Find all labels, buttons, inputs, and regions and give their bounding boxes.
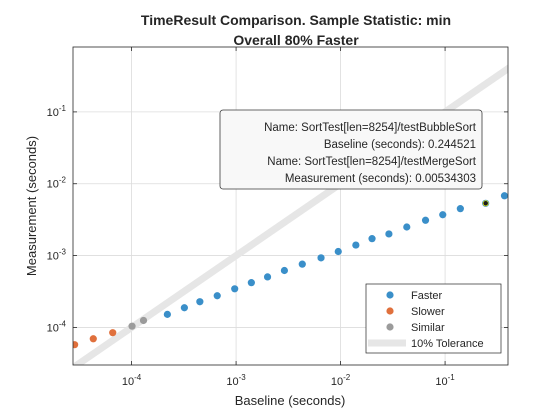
x-tick-label: 10-1 [435, 373, 455, 388]
data-tip-line-4: Measurement (seconds): 0.00534303 [285, 173, 476, 185]
data-tip-line-3: Name: SortTest[len=8254]/testMergeSort [267, 156, 477, 168]
faster-point [163, 310, 171, 318]
chart-subtitle: Overall 80% Faster [233, 32, 359, 48]
faster-point [213, 292, 221, 300]
x-tick-label: 10-4 [122, 373, 142, 388]
x-axis-label: Baseline (seconds) [235, 393, 346, 408]
faster-point [180, 304, 188, 312]
data-tip-line-2: Baseline (seconds): 0.244521 [324, 139, 476, 151]
faster-point [280, 266, 289, 275]
legend-items: Faster Slower Similar 10% Tolerance [368, 290, 484, 350]
slower-point [109, 329, 117, 337]
y-tick-label: 10-4 [47, 319, 67, 334]
legend-marker-faster [386, 291, 394, 299]
faster-point [231, 285, 239, 293]
axis-ticks: 10-4 10-3 10-2 10-1 10-4 10-3 10-2 10-1 [47, 47, 508, 388]
data-tip-line-1: Name: SortTest[len=8254]/testBubbleSort [264, 122, 477, 134]
y-tick-label: 10-1 [47, 104, 67, 119]
legend-label-similar: Similar [411, 322, 445, 334]
faster-point [247, 279, 255, 287]
faster-point [334, 247, 342, 256]
chart-title: TimeResult Comparison. Sample Statistic:… [141, 12, 451, 28]
faster-point [352, 241, 360, 249]
slower-point [89, 335, 97, 343]
data-points-layer [73, 192, 508, 349]
y-tick-label: 10-3 [47, 248, 67, 263]
data-tip: Name: SortTest[len=8254]/testBubbleSort … [219, 109, 483, 190]
faster-point [263, 273, 272, 281]
faster-point [500, 192, 508, 200]
legend-label-10-tolerance: 10% Tolerance [411, 338, 484, 350]
legend-marker-slower [386, 307, 394, 315]
similar-point [128, 322, 136, 330]
faster-point [298, 260, 306, 268]
legend: Faster Slower Similar 10% Tolerance [365, 283, 502, 354]
faster-point [196, 298, 204, 306]
legend-label-slower: Slower [411, 306, 445, 318]
x-tick-label: 10-3 [226, 373, 246, 388]
tolerance-band-layer [73, 64, 508, 365]
faster-point [439, 211, 447, 219]
data-tip-box [219, 109, 483, 190]
y-axis-label: Measurement (seconds) [24, 136, 39, 276]
faster-point [368, 235, 376, 243]
slower-point [73, 341, 79, 349]
legend-marker-similar [386, 323, 394, 331]
highlighted-point [482, 200, 489, 207]
faster-point [317, 254, 325, 262]
similar-point [139, 316, 148, 325]
tolerance-band [73, 64, 508, 365]
y-tick-label: 10-2 [47, 176, 67, 191]
faster-point [421, 216, 430, 224]
faster-point [456, 205, 464, 213]
faster-point [403, 223, 411, 231]
faster-point [385, 230, 393, 238]
legend-label-faster: Faster [411, 290, 443, 302]
axes-box [72, 46, 509, 366]
x-tick-label: 10-2 [331, 373, 351, 388]
